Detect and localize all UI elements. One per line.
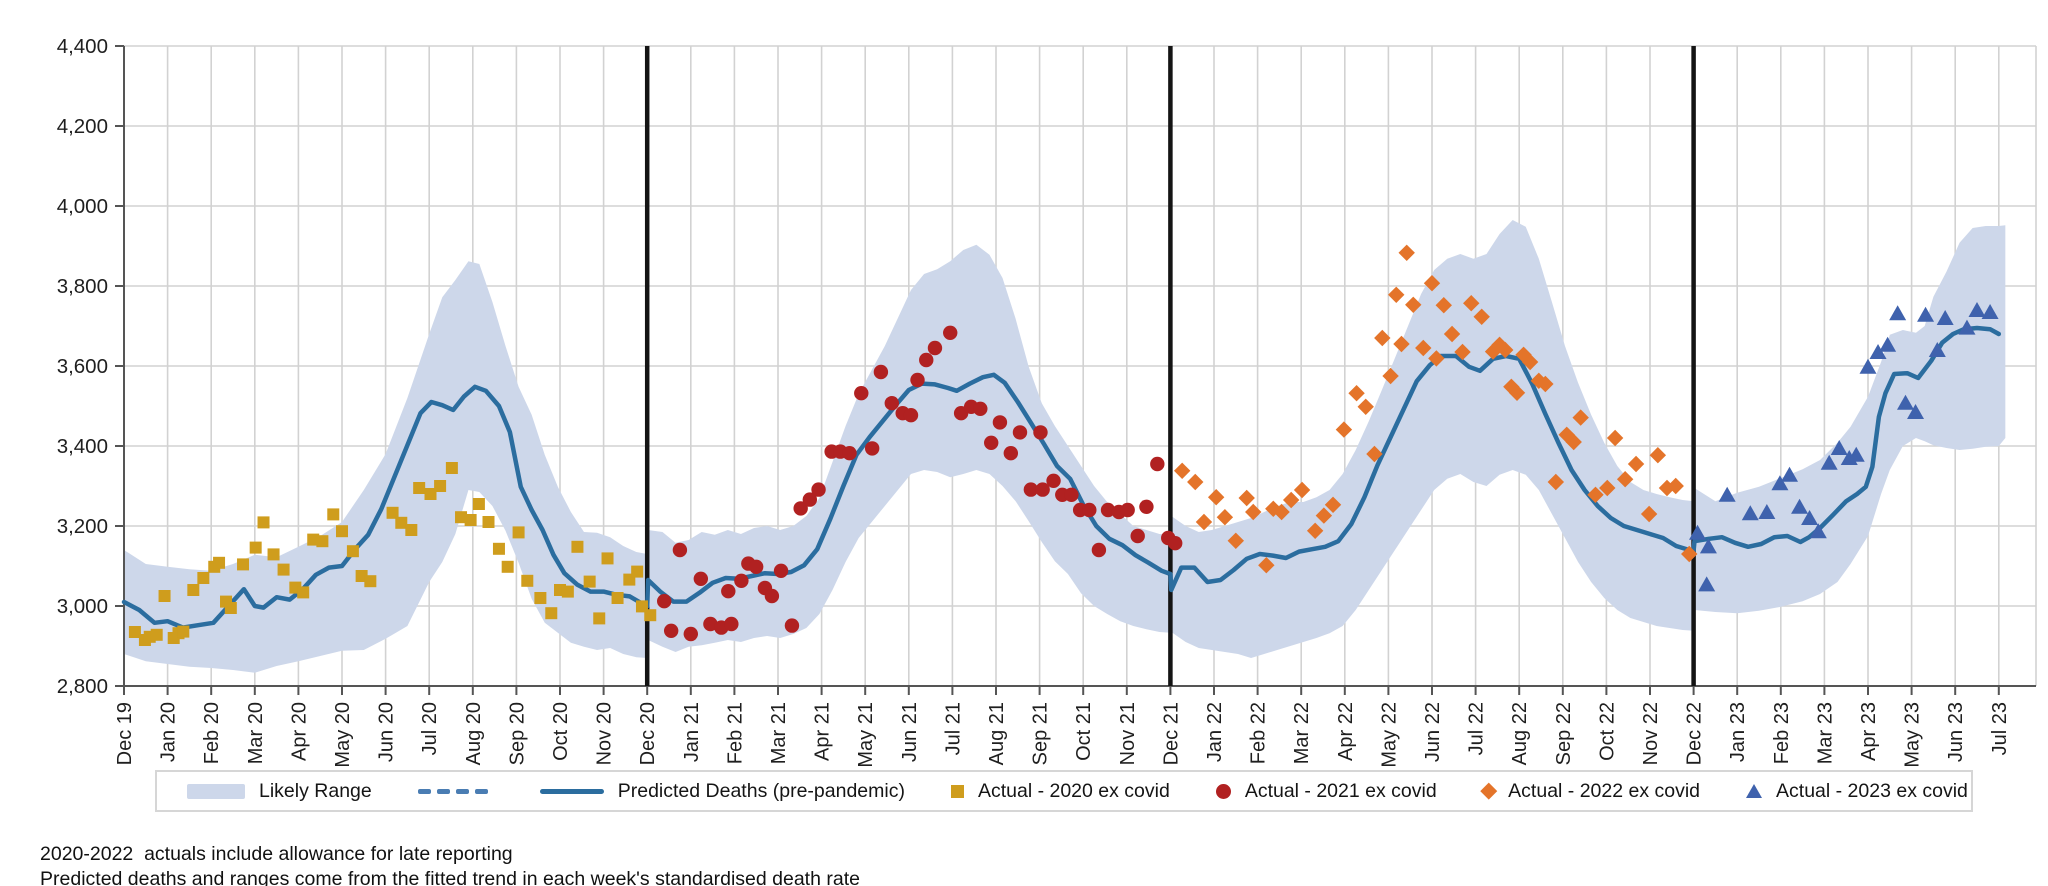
square-legend-swatch <box>950 784 964 798</box>
x-tick-label: Jul 23 <box>1989 702 2011 755</box>
dashes-legend-swatch <box>417 788 494 794</box>
legend-item-likely-range: Likely Range <box>187 780 372 803</box>
x-tick-label: Jul 20 <box>419 702 441 755</box>
y-tick-label: 2,800 <box>57 675 108 698</box>
x-tick-label: Apr 23 <box>1858 702 1880 761</box>
legend-label: Actual - 2022 ex covid <box>1508 779 1701 802</box>
x-tick-label: Oct 21 <box>1073 702 1095 761</box>
x-tick-label: Jun 23 <box>1945 702 1967 762</box>
legend-label: Predicted Deaths (pre-pandemic) <box>617 779 905 802</box>
x-tick-label: Sep 20 <box>506 702 528 765</box>
likely-range-band <box>124 220 2006 673</box>
y-tick-label: 4,000 <box>57 195 108 218</box>
x-tick-label: May 23 <box>1902 702 1924 768</box>
x-tick-label: Jan 22 <box>1204 702 1226 762</box>
circle-legend-swatch <box>1215 783 1231 799</box>
legend-item-actual-2023-ex-covid: Actual - 2023 ex covid <box>1746 780 1968 803</box>
line-legend-swatch <box>539 788 604 794</box>
x-tick-label: Feb 22 <box>1248 702 1270 764</box>
x-tick-label: Dec 20 <box>637 702 659 765</box>
legend-item-actual-2020-ex-covid: Actual - 2020 ex covid <box>950 779 1170 803</box>
axes <box>115 45 2036 695</box>
x-tick-label: Nov 22 <box>1640 702 1662 765</box>
y-tick-label: 4,400 <box>57 35 108 58</box>
x-tick-label: May 20 <box>332 702 354 768</box>
y-tick-label: 3,400 <box>57 435 108 458</box>
x-tick-label: Jan 20 <box>158 702 180 762</box>
y-tick-label: 3,000 <box>57 595 108 618</box>
x-tick-label: Mar 21 <box>768 702 790 764</box>
series-2022-markers <box>1173 244 1698 574</box>
x-tick-label: Mar 22 <box>1291 702 1313 764</box>
x-tick-label: Mar 23 <box>1814 702 1836 764</box>
series-2023-markers <box>1689 302 1999 592</box>
chart-legend: Likely Range Predicted Deaths (pre-pandem… <box>155 770 1973 812</box>
legend-item-actual-2022-ex-covid: Actual - 2022 ex covid <box>1480 779 1701 803</box>
footnote-late-reporting: 2020-2022 actuals include allowance for … <box>40 843 513 865</box>
y-tick-label: 3,200 <box>57 515 108 538</box>
footnote-methodology: Predicted deaths and ranges come from th… <box>40 868 860 886</box>
x-tick-label: Dec 21 <box>1160 702 1182 765</box>
x-tick-label: Jan 21 <box>681 702 703 762</box>
y-tick-label: 4,200 <box>57 115 108 138</box>
x-tick-label: Jan 23 <box>1727 702 1749 762</box>
legend-label: Actual - 2020 ex covid <box>977 779 1170 802</box>
x-tick-label: Dec 22 <box>1684 702 1706 765</box>
x-tick-label: Apr 22 <box>1335 702 1357 761</box>
series-2021-markers <box>657 325 1183 642</box>
x-axis-labels: Dec 19 Jan 20 Feb 20 Mar 20 Apr 20 May 20 Jun … <box>114 702 2011 768</box>
x-tick-label: May 21 <box>855 702 877 768</box>
diamond-legend-swatch <box>1480 782 1497 800</box>
legend-label: Likely Range <box>259 779 372 802</box>
x-tick-label: Feb 20 <box>201 702 223 764</box>
x-tick-label: Nov 21 <box>1117 702 1139 765</box>
x-tick-label: May 22 <box>1378 702 1400 768</box>
x-tick-label: Aug 20 <box>463 702 485 765</box>
x-tick-label: Feb 23 <box>1771 702 1793 764</box>
legend-item-actual-2021-ex-covid: Actual - 2021 ex covid <box>1215 779 1437 803</box>
x-tick-label: Nov 20 <box>594 702 616 765</box>
x-tick-label: Feb 21 <box>724 702 746 764</box>
x-tick-label: Aug 22 <box>1509 702 1531 765</box>
x-tick-label: Dec 19 <box>114 702 136 765</box>
x-tick-label: Apr 20 <box>288 702 310 761</box>
series-2020-markers <box>128 462 657 646</box>
y-tick-label: 3,800 <box>57 275 108 298</box>
legend-label: Actual - 2021 ex covid <box>1244 779 1437 802</box>
x-tick-label: Mar 20 <box>245 702 267 764</box>
x-tick-label: Aug 21 <box>986 702 1008 765</box>
band-legend-swatch <box>187 783 245 799</box>
chart-footnotes: 2020-2022 actuals include allowance for … <box>40 842 860 886</box>
x-tick-label: Jun 20 <box>376 702 398 762</box>
x-tick-label: Oct 22 <box>1596 702 1618 761</box>
y-axis-labels: 2,800 3,000 3,200 3,400 3,600 3,800 4,000 4,200… <box>57 35 108 698</box>
y-tick-label: 3,600 <box>57 355 108 378</box>
x-tick-label: Oct 20 <box>550 702 572 761</box>
x-tick-label: Jun 21 <box>899 702 921 762</box>
triangle-legend-swatch <box>1746 784 1763 798</box>
x-tick-label: Apr 21 <box>812 702 834 761</box>
legend-item-predicted-deaths-pre-pandemic: Predicted Deaths (pre-pandemic) <box>539 779 905 803</box>
x-tick-label: Jul 21 <box>942 702 964 755</box>
legend-label: Actual - 2023 ex covid <box>1776 779 1968 802</box>
x-tick-label: Jun 22 <box>1422 702 1444 762</box>
x-tick-label: Jul 22 <box>1466 702 1488 755</box>
legend-item-dashed-swatch <box>417 788 494 794</box>
x-tick-label: Sep 21 <box>1030 702 1052 765</box>
x-tick-label: Sep 22 <box>1553 702 1575 765</box>
